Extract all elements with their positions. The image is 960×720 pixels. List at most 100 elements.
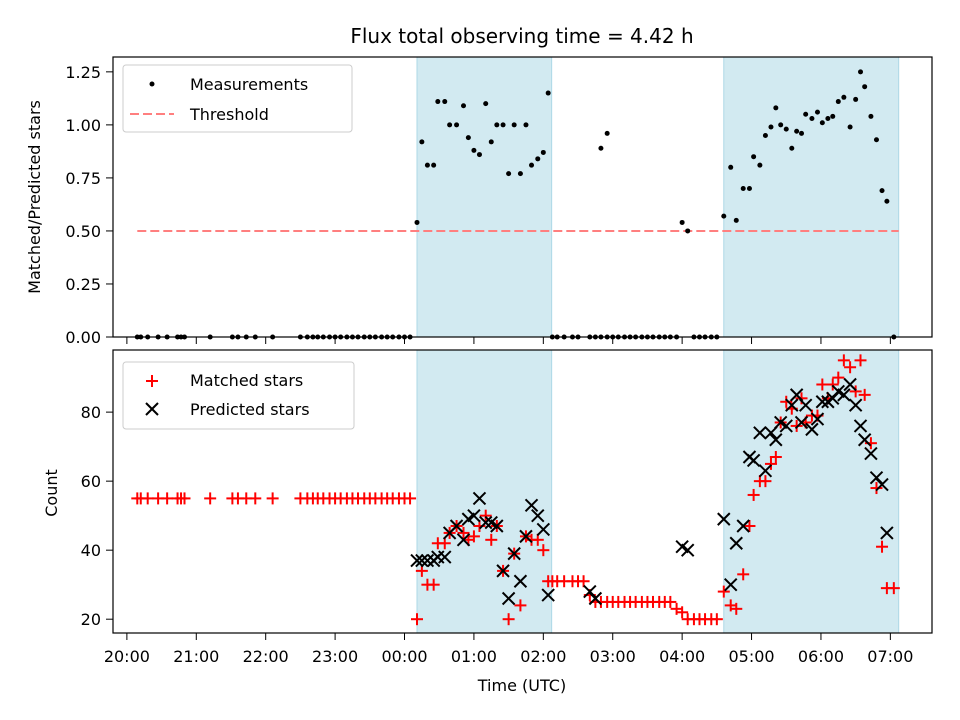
matched-star-point — [161, 492, 174, 505]
x-axis-label: Time (UTC) — [477, 676, 566, 695]
predicted-star-point — [717, 512, 731, 526]
measurement-point — [884, 198, 890, 204]
predicted-star-point — [769, 433, 783, 447]
measurement-point — [454, 122, 460, 128]
predicted-star-point — [479, 515, 493, 530]
measurement-point — [819, 120, 825, 126]
matched-star-point — [485, 533, 498, 546]
measurement-point — [835, 99, 841, 105]
measurement-point — [868, 113, 874, 119]
measurement-point — [685, 228, 691, 234]
measurement-point — [604, 130, 610, 136]
top-y-tick-label: 0.25 — [65, 275, 101, 294]
matched-star-point — [743, 520, 756, 533]
measurement-point — [862, 84, 868, 90]
legend-predicted-marker — [145, 402, 159, 416]
measurement-point — [511, 122, 517, 128]
measurement-point — [598, 145, 604, 151]
matched-star-point — [438, 537, 451, 550]
matched-star-point — [717, 585, 730, 598]
top-y-ticks: 0.00 0.25 0.50 0.75 1.00 1.25 — [65, 63, 113, 347]
predicted-star-point — [758, 464, 773, 478]
legend-matched-label: Matched stars — [190, 371, 303, 390]
x-tick-label: 21:00 — [173, 647, 219, 666]
measurement-point — [461, 103, 467, 109]
measurement-point — [768, 124, 774, 130]
matched-star-point — [837, 354, 850, 367]
matched-star-point — [141, 492, 154, 505]
matched-star-point — [849, 385, 862, 398]
measurement-point — [447, 122, 453, 128]
matched-star-point — [844, 361, 857, 374]
predicted-star-point — [513, 574, 528, 588]
legend-measurements-marker — [149, 81, 155, 87]
matched-star-point — [178, 492, 191, 505]
matched-star-point — [870, 482, 883, 495]
predicted-star-point — [810, 412, 825, 426]
predicted-star-point — [864, 446, 878, 461]
measurement-point — [799, 130, 805, 136]
predicted-star-point — [724, 577, 738, 592]
predicted-star-point — [798, 398, 813, 412]
measurement-point — [523, 122, 529, 128]
measurement-point — [471, 147, 477, 153]
predicted-star-point — [853, 419, 868, 433]
x-tick-label: 20:00 — [104, 647, 150, 666]
predicted-star-point — [857, 433, 872, 447]
measurement-point — [746, 186, 752, 192]
measurement-point — [858, 69, 864, 75]
predicted-star-point — [843, 377, 857, 392]
top-y-tick-label: 0.75 — [65, 169, 101, 188]
predicted-star-point — [415, 553, 429, 568]
predicted-star-point — [456, 533, 471, 547]
matched-star-point — [816, 378, 829, 391]
measurement-point — [847, 124, 853, 130]
predicted-star-point — [490, 519, 504, 533]
measurement-point — [414, 219, 420, 225]
bottom-predicted-points — [410, 377, 894, 606]
matched-star-point — [537, 544, 550, 557]
bottom-legend: Matched stars Predicted stars — [122, 361, 355, 430]
matched-star-point — [832, 371, 845, 384]
top-y-tick-label: 1.00 — [65, 116, 101, 135]
bottom-axes-frame — [112, 349, 933, 634]
measurement-point — [809, 116, 815, 122]
bottom-y-tick-label: 60 — [81, 472, 101, 491]
measurement-point — [424, 162, 430, 168]
measurement-point — [506, 171, 512, 177]
predicted-star-point — [588, 591, 603, 606]
legend-measurements-label: Measurements — [190, 75, 308, 94]
measurement-point — [728, 164, 734, 170]
predicted-star-point — [467, 508, 481, 523]
matched-star-point — [249, 492, 262, 505]
matched-star-point — [780, 395, 793, 408]
measurement-point — [431, 162, 437, 168]
measurement-point — [721, 213, 727, 219]
bottom-x-ticks: 20:00 21:00 22:00 23:00 00:00 01:00 02:00 03:00… — [104, 633, 913, 666]
matched-star-point — [759, 475, 772, 488]
top-legend-box — [122, 64, 353, 133]
bottom-y-tick-label: 20 — [81, 610, 101, 629]
predicted-star-point — [729, 536, 743, 550]
measurement-point — [545, 90, 551, 96]
x-tick-label: 07:00 — [867, 647, 913, 666]
predicted-star-point — [680, 543, 695, 557]
x-tick-label: 04:00 — [659, 647, 705, 666]
measurement-point — [733, 217, 739, 223]
legend-predicted-label: Predicted stars — [190, 400, 310, 419]
predicted-star-point — [496, 564, 510, 578]
measurement-point — [794, 128, 800, 134]
predicted-star-point — [779, 419, 793, 433]
matched-star-point — [502, 613, 515, 626]
bottom-y-ticks: 20 40 60 80 — [81, 403, 113, 629]
matched-star-point — [710, 613, 723, 626]
figure-title: Flux total observing time = 4.42 h — [350, 24, 693, 48]
predicted-star-point — [531, 508, 545, 523]
predicted-star-point — [794, 415, 809, 430]
top-panel: 0.00 0.25 0.50 0.75 1.00 1.25 Matched/Predict… — [25, 56, 933, 347]
measurement-point — [803, 111, 809, 117]
top-y-tick-label: 1.25 — [65, 63, 101, 82]
measurement-point — [773, 105, 779, 111]
matched-star-point — [730, 602, 743, 615]
x-tick-label: 03:00 — [590, 647, 636, 666]
